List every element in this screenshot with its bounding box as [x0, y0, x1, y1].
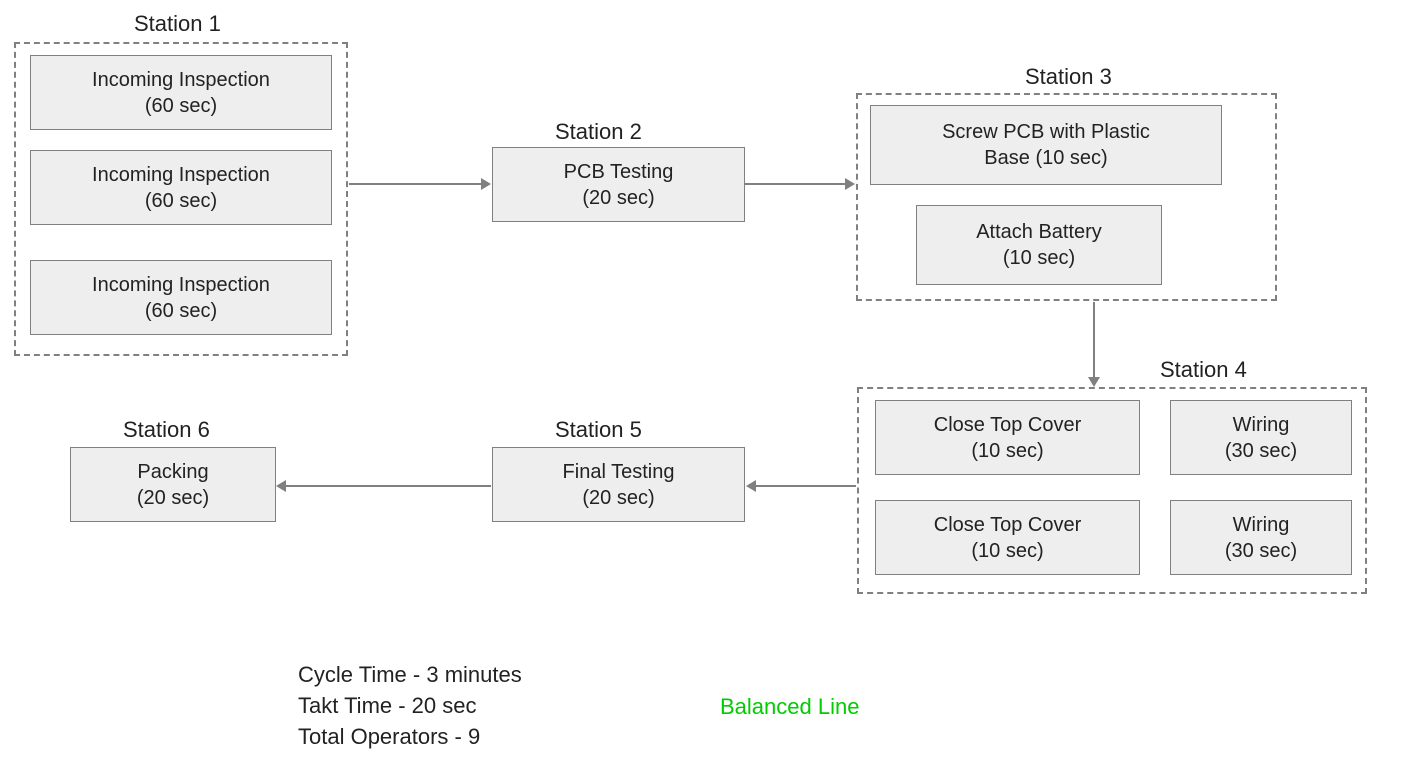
- task-pcb-testing: PCB Testing (20 sec): [492, 147, 745, 222]
- arrow-s5-s6: [286, 485, 491, 487]
- arrow-head-icon: [746, 480, 756, 492]
- task-time: (20 sec): [582, 185, 654, 211]
- task-name: Incoming Inspection: [92, 272, 270, 298]
- task-time: (10 sec): [971, 538, 1043, 564]
- task-incoming-inspection-1: Incoming Inspection (60 sec): [30, 55, 332, 130]
- task-time: (20 sec): [582, 485, 654, 511]
- task-packing: Packing (20 sec): [70, 447, 276, 522]
- task-name: Incoming Inspection: [92, 67, 270, 93]
- task-incoming-inspection-2: Incoming Inspection (60 sec): [30, 150, 332, 225]
- task-name: Wiring: [1233, 412, 1290, 438]
- arrow-head-icon: [481, 178, 491, 190]
- task-name-line2: Base (10 sec): [942, 145, 1150, 171]
- takt-time-text: Takt Time - 20 sec: [298, 691, 522, 722]
- task-time: (60 sec): [145, 93, 217, 119]
- task-name: Final Testing: [563, 459, 675, 485]
- task-time: (20 sec): [137, 485, 209, 511]
- station2-label: Station 2: [555, 119, 642, 145]
- task-close-cover-2: Close Top Cover (10 sec): [875, 500, 1140, 575]
- balanced-line-label: Balanced Line: [720, 694, 859, 720]
- task-wiring-2: Wiring (30 sec): [1170, 500, 1352, 575]
- task-time: (10 sec): [971, 438, 1043, 464]
- arrow-s2-s3: [745, 183, 845, 185]
- task-name-line1: Screw PCB with Plastic: [942, 119, 1150, 145]
- task-close-cover-1: Close Top Cover (10 sec): [875, 400, 1140, 475]
- task-time: (60 sec): [145, 298, 217, 324]
- task-name: Wiring: [1233, 512, 1290, 538]
- arrow-head-icon: [276, 480, 286, 492]
- task-name: Screw PCB with Plastic Base (10 sec): [942, 119, 1150, 171]
- task-screw-pcb: Screw PCB with Plastic Base (10 sec): [870, 105, 1222, 185]
- task-attach-battery: Attach Battery (10 sec): [916, 205, 1162, 285]
- station1-label: Station 1: [134, 11, 221, 37]
- task-name: Close Top Cover: [934, 412, 1081, 438]
- task-name: Packing: [137, 459, 208, 485]
- arrow-head-icon: [1088, 377, 1100, 387]
- cycle-time-text: Cycle Time - 3 minutes: [298, 660, 522, 691]
- task-time: (10 sec): [1003, 245, 1075, 271]
- task-name: Attach Battery: [976, 219, 1102, 245]
- station5-label: Station 5: [555, 417, 642, 443]
- station6-label: Station 6: [123, 417, 210, 443]
- task-name: Close Top Cover: [934, 512, 1081, 538]
- task-incoming-inspection-3: Incoming Inspection (60 sec): [30, 260, 332, 335]
- arrow-s1-s2: [349, 183, 481, 185]
- task-time: (30 sec): [1225, 438, 1297, 464]
- task-time: (60 sec): [145, 188, 217, 214]
- station3-label: Station 3: [1025, 64, 1112, 90]
- operators-text: Total Operators - 9: [298, 722, 522, 753]
- task-final-testing: Final Testing (20 sec): [492, 447, 745, 522]
- task-time: (30 sec): [1225, 538, 1297, 564]
- station4-label: Station 4: [1160, 357, 1247, 383]
- arrow-head-icon: [845, 178, 855, 190]
- summary-block: Cycle Time - 3 minutes Takt Time - 20 se…: [298, 660, 522, 752]
- task-name: PCB Testing: [564, 159, 674, 185]
- arrow-s3-s4: [1093, 302, 1095, 377]
- task-wiring-1: Wiring (30 sec): [1170, 400, 1352, 475]
- arrow-s4-s5: [756, 485, 856, 487]
- task-name: Incoming Inspection: [92, 162, 270, 188]
